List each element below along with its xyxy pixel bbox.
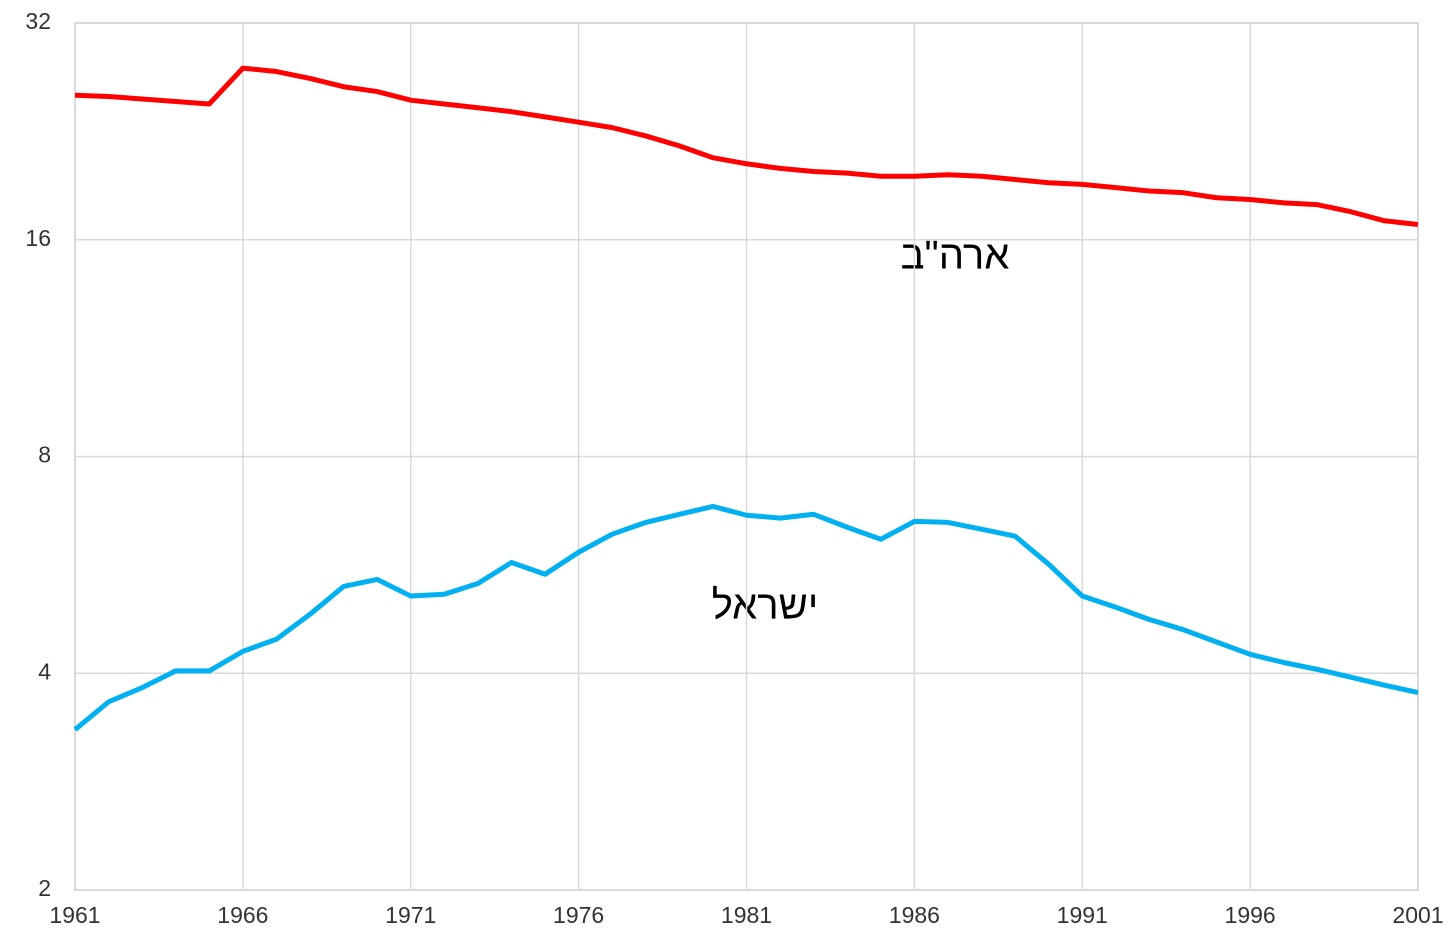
y-tick-label: 4 [38, 658, 51, 684]
x-tick-label: 1991 [1057, 902, 1108, 928]
y-tick-label: 32 [25, 8, 51, 34]
usa-label: ארה"ב [901, 234, 1010, 278]
x-tick-label: 1966 [217, 902, 268, 928]
x-tick-label: 1971 [385, 902, 436, 928]
y-tick-label: 2 [38, 875, 51, 901]
x-tick-label: 1986 [889, 902, 940, 928]
x-tick-label: 1996 [1225, 902, 1276, 928]
y-tick-label: 8 [38, 442, 51, 468]
x-tick-label: 1976 [553, 902, 604, 928]
x-tick-label: 1961 [49, 902, 100, 928]
y-tick-label: 16 [25, 225, 51, 251]
line-series [74, 65, 1419, 227]
x-tick-label: 1981 [721, 902, 772, 928]
x-tick-label: 2001 [1392, 902, 1443, 928]
israel-label: ישראל [712, 584, 818, 628]
line-series [73, 503, 1419, 732]
